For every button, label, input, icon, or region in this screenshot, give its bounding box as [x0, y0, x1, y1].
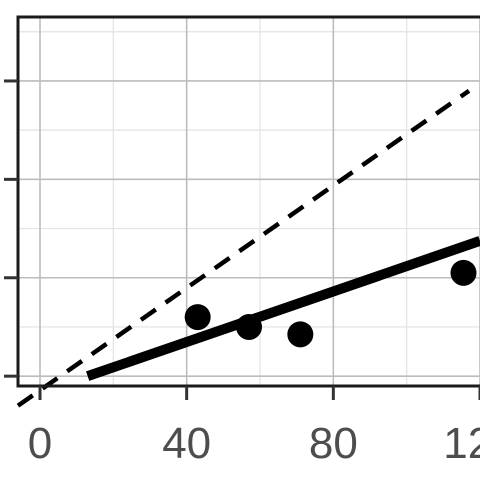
plot-frame — [16, 15, 480, 388]
data-point-2 — [236, 313, 262, 340]
minor-gridlines — [18, 17, 480, 386]
data-point-3 — [287, 321, 314, 348]
data-points — [184, 259, 477, 348]
data-point-1 — [184, 304, 211, 331]
chart-lines — [16, 88, 480, 408]
x-axis-tick-labels: 0 40 80 120 — [28, 419, 480, 468]
x-axis-ticks — [38, 386, 480, 400]
x-tick-label-40: 40 — [162, 419, 211, 468]
reference-line-dashed — [16, 88, 471, 408]
y-axis-ticks — [4, 79, 18, 378]
fit-line — [86, 236, 480, 381]
data-point-4 — [450, 259, 477, 286]
x-tick-label-80: 80 — [309, 419, 358, 468]
x-tick-label-0: 0 — [28, 419, 52, 468]
x-tick-label-120: 120 — [443, 419, 480, 468]
